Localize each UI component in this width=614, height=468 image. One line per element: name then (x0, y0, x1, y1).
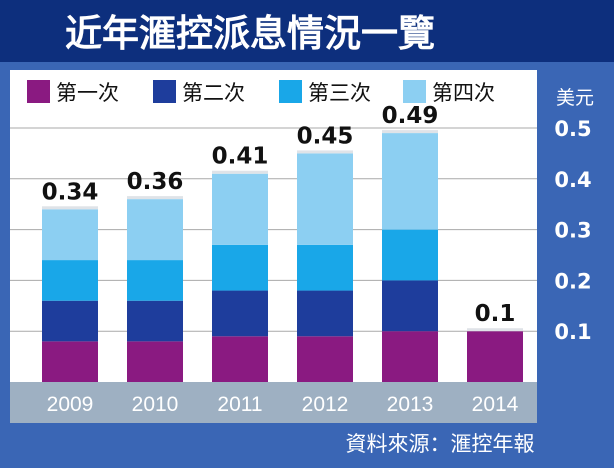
y-unit-label: 美元 (556, 87, 594, 109)
x-tick-label: 2014 (472, 393, 519, 416)
bar-total-label: 0.41 (212, 144, 269, 170)
legend-swatch (153, 80, 176, 103)
axis: 美元 0.1 0.2 0.3 0.4 0.5 (554, 87, 594, 344)
bar-total-label: 0.1 (475, 301, 516, 327)
y-tick-label: 0.2 (554, 269, 591, 293)
x-tick-label: 2012 (302, 393, 349, 416)
bar-top-edge (127, 196, 183, 200)
y-tick-label: 0.3 (554, 219, 591, 243)
legend-label: 第二次 (182, 81, 245, 105)
y-tick-label: 0.5 (554, 117, 591, 141)
legend-label: 第四次 (432, 81, 495, 105)
bar-segment (382, 133, 438, 230)
bar-top-edge (297, 150, 353, 154)
bar-segment (212, 244, 268, 291)
x-tick-label: 2013 (387, 393, 434, 416)
bar-segment (382, 280, 438, 332)
x-tick-label: 2010 (132, 393, 179, 416)
legend-label: 第三次 (308, 81, 371, 105)
legend-swatch (279, 80, 302, 103)
bar-total-label: 0.49 (382, 103, 439, 129)
bar-total-label: 0.36 (127, 169, 184, 195)
legend-label: 第一次 (56, 81, 119, 105)
bar-segment (212, 173, 268, 245)
bar-segment (212, 290, 268, 337)
bar-segment (42, 260, 98, 301)
source-note: 資料來源：滙控年報 (346, 432, 535, 456)
bars: 0.34 2009 0.36 2010 0.41 2011 0.45 2012 0.49 2013… (42, 103, 523, 416)
bar-segment (382, 331, 438, 382)
bar-segment (467, 331, 523, 382)
bar-segment (297, 290, 353, 337)
bar-segment (297, 336, 353, 382)
bar-segment (212, 336, 268, 382)
bar-segment (382, 229, 438, 281)
bar-top-edge (42, 206, 98, 210)
bar-segment (42, 341, 98, 382)
bar-total-label: 0.45 (297, 123, 354, 149)
chart-title: 近年滙控派息情況一覽 (65, 11, 435, 55)
bar-segment (127, 341, 183, 382)
x-axis-band (10, 382, 537, 423)
y-tick-label: 0.1 (554, 320, 591, 344)
x-tick-label: 2009 (47, 393, 94, 416)
bar-segment (127, 199, 183, 261)
bar-total-label: 0.34 (42, 179, 99, 205)
legend: 第一次 第二次 第三次 第四次 (27, 80, 495, 105)
title-bar (0, 0, 614, 62)
bar-top-edge (382, 130, 438, 134)
x-tick-label: 2011 (217, 393, 262, 416)
bar-segment (127, 260, 183, 301)
legend-swatch (403, 80, 426, 103)
legend-swatch (27, 80, 50, 103)
bar-segment (42, 209, 98, 261)
bar-segment (297, 244, 353, 291)
bar-segment (127, 300, 183, 342)
bar-segment (297, 153, 353, 245)
bar-segment (42, 300, 98, 342)
y-tick-label: 0.4 (554, 168, 591, 192)
bar-top-edge (212, 170, 268, 174)
bar-top-edge (467, 328, 523, 332)
